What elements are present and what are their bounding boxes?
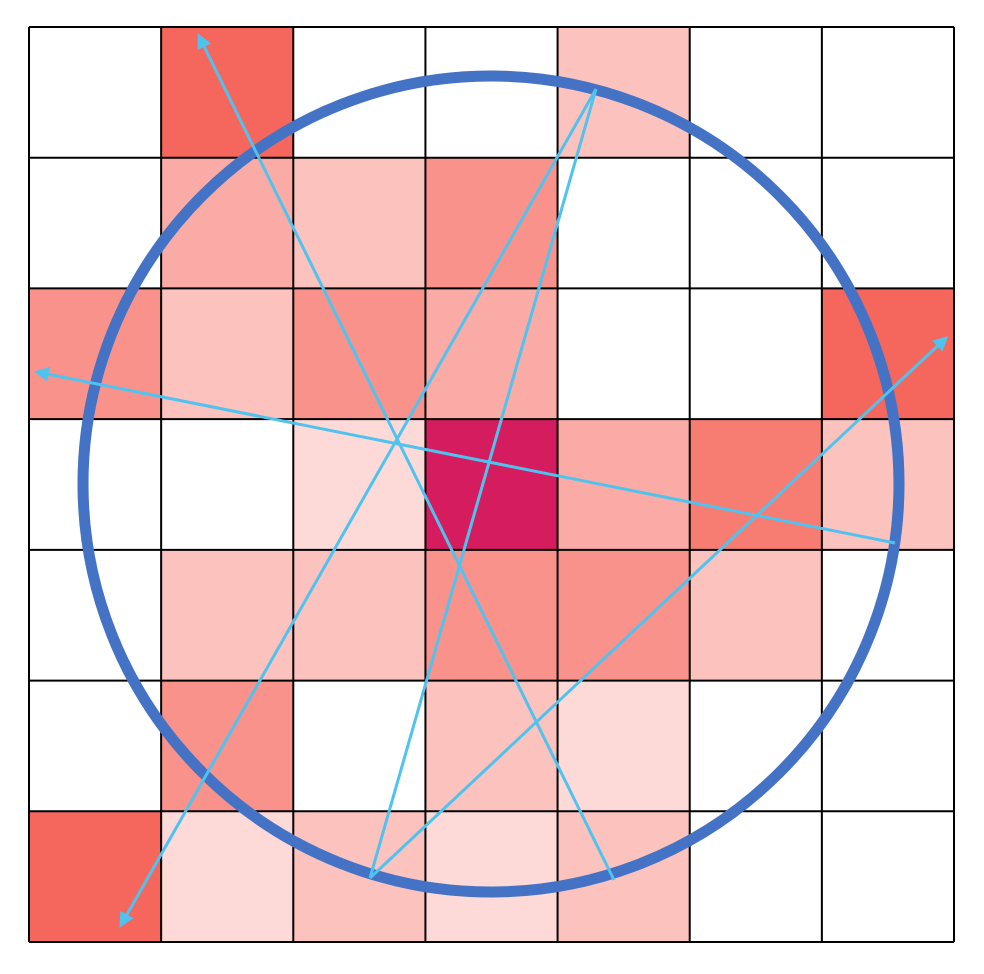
grid-cell-r3-c2 bbox=[293, 419, 426, 550]
grid-cell-r5-c2 bbox=[293, 680, 426, 812]
grid-cell-r5-c3 bbox=[425, 680, 558, 812]
heatmap-cells bbox=[29, 27, 954, 942]
grid-cell-r1-c6 bbox=[821, 157, 954, 289]
grid-cell-r3-c4 bbox=[557, 419, 690, 550]
grid-cell-r5-c0 bbox=[29, 680, 162, 812]
grid-cell-r1-c4 bbox=[557, 157, 690, 289]
grid-cell-r3-c3 bbox=[425, 419, 558, 550]
grid-cell-r3-c5 bbox=[689, 419, 822, 550]
grid-cell-r6-c0 bbox=[29, 811, 162, 942]
direction-arrows bbox=[34, 33, 949, 928]
arrow-to-upper-right bbox=[368, 88, 598, 879]
arrow-to-left bbox=[34, 366, 896, 545]
grid-cell-r3-c6 bbox=[821, 419, 954, 550]
grid-cell-r3-c0 bbox=[29, 419, 162, 550]
grid-cell-r6-c4 bbox=[557, 811, 690, 942]
arrow-to-far-right bbox=[368, 335, 949, 880]
grid-cell-r4-c4 bbox=[557, 549, 690, 681]
grid-cell-r1-c2 bbox=[293, 157, 426, 289]
grid-cell-r3-c1 bbox=[161, 419, 294, 550]
grid-cell-r0-c6 bbox=[821, 27, 954, 158]
grid-cell-r2-c4 bbox=[557, 288, 690, 420]
neighborhood-circle bbox=[77, 70, 905, 898]
grid-cell-r4-c1 bbox=[161, 549, 294, 681]
arrow-to-upper-left bbox=[197, 33, 616, 881]
grid-cell-r0-c3 bbox=[425, 27, 558, 158]
grid-cell-r1-c3 bbox=[425, 157, 558, 289]
grid-cell-r4-c5 bbox=[689, 549, 822, 681]
grid-cell-r2-c1 bbox=[161, 288, 294, 420]
grid-cell-r6-c2 bbox=[293, 811, 426, 942]
grid-cell-r2-c2 bbox=[293, 288, 426, 420]
grid-cell-r5-c4 bbox=[557, 680, 690, 812]
arrow-to-lower-left bbox=[119, 88, 598, 928]
grid-cell-r0-c0 bbox=[29, 27, 162, 158]
grid-cell-r1-c0 bbox=[29, 157, 162, 289]
grid-cell-r6-c6 bbox=[821, 811, 954, 942]
grid-lines bbox=[28, 26, 955, 943]
grid-cell-r4-c2 bbox=[293, 549, 426, 681]
grid-cell-r2-c5 bbox=[689, 288, 822, 420]
grid-cell-r2-c3 bbox=[425, 288, 558, 420]
grid-cell-r6-c3 bbox=[425, 811, 558, 942]
grid-cell-r4-c3 bbox=[425, 549, 558, 681]
grid-cell-r5-c6 bbox=[821, 680, 954, 812]
